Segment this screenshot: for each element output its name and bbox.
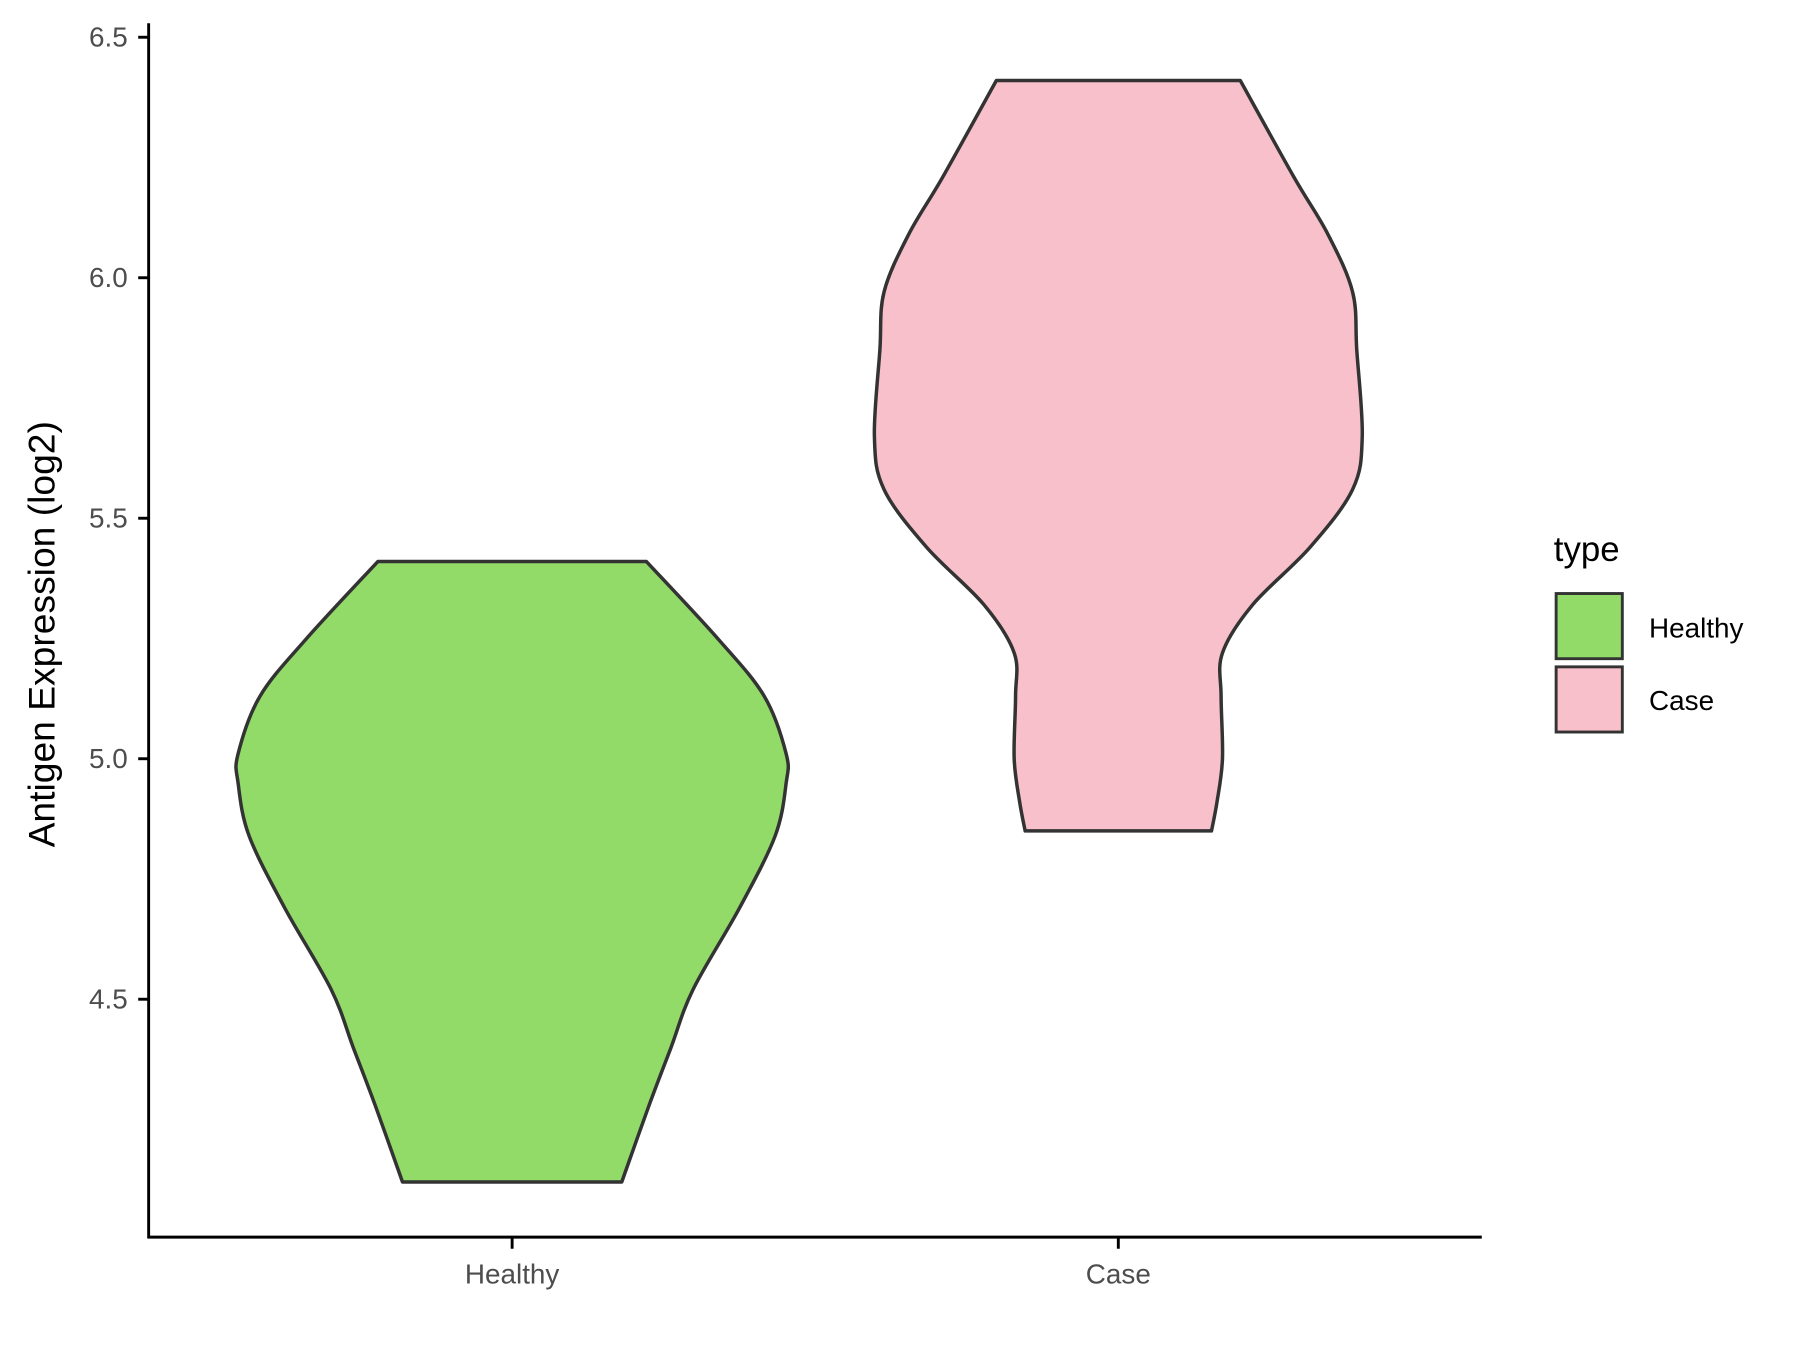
legend-title: type xyxy=(1554,530,1620,569)
x-tick-label: Healthy xyxy=(465,1259,560,1290)
legend-key-healthy xyxy=(1554,592,1624,661)
y-tick-label: 6.5 xyxy=(89,22,128,53)
x-ticks: Healthy Case xyxy=(465,1237,1151,1290)
violin-case xyxy=(872,78,1365,833)
y-tick-label: 6.0 xyxy=(89,262,128,293)
legend-key-case xyxy=(1554,665,1624,734)
y-ticks: 4.5 5.0 5.5 6.0 6.5 xyxy=(89,22,149,1015)
y-tick-label: 4.5 xyxy=(89,984,128,1015)
y-axis-title: Antigen Expression (log2) xyxy=(21,421,63,847)
legend-label-healthy: Healthy xyxy=(1649,613,1744,644)
violin-healthy xyxy=(234,559,791,1184)
legend: type Healthy Case xyxy=(1554,530,1744,734)
x-tick-label: Case xyxy=(1086,1259,1151,1290)
violins xyxy=(234,78,1365,1184)
y-tick-label: 5.5 xyxy=(89,503,128,534)
y-tick-label: 5.0 xyxy=(89,743,128,774)
legend-label-case: Case xyxy=(1649,685,1714,716)
